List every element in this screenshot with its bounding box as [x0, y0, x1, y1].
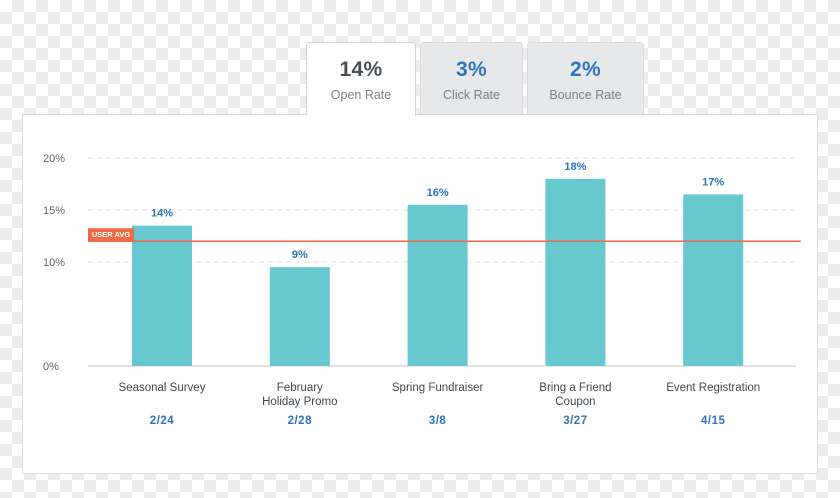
user-avg-label: USER AVG [92, 230, 131, 239]
x-category-label: Spring Fundraiser [392, 382, 484, 394]
x-date-label: 3/27 [563, 415, 587, 427]
bar-data-label: 14% [151, 208, 173, 220]
bar-data-label: 16% [427, 187, 449, 199]
x-category-label: February [277, 382, 323, 394]
click-rate-value: 3% [456, 58, 487, 81]
open-rate-value: 14% [339, 58, 383, 81]
bar [132, 225, 192, 366]
bar [545, 178, 606, 366]
bar-data-label: 9% [292, 249, 308, 261]
bounce-rate-label: Bounce Rate [549, 88, 622, 102]
bar [683, 194, 744, 366]
x-date-label: 4/15 [701, 415, 725, 427]
x-date-label: 2/28 [288, 415, 312, 427]
x-category-label: Coupon [555, 396, 595, 408]
x-category-label: Event Registration [666, 382, 760, 394]
x-category-label: Seasonal Survey [119, 382, 206, 394]
x-category-label: Holiday Promo [262, 396, 337, 408]
bounce-rate-value: 2% [570, 58, 601, 81]
bar-data-label: 18% [564, 161, 586, 173]
y-tick-label: 15% [43, 205, 65, 217]
tab-open-rate[interactable]: 14% Open Rate [306, 42, 416, 116]
x-date-label: 2/24 [150, 415, 174, 427]
click-rate-label: Click Rate [443, 88, 500, 102]
bar [269, 267, 330, 366]
x-category-label: Bring a Friend [539, 382, 611, 394]
x-date-label: 3/8 [429, 415, 447, 427]
user-avg-badge [88, 228, 134, 242]
y-tick-label: 10% [43, 257, 65, 269]
y-tick-label: 0% [43, 361, 59, 373]
bar [407, 204, 468, 366]
tab-bounce-rate[interactable]: 2% Bounce Rate [527, 42, 644, 114]
open-rate-label: Open Rate [330, 88, 392, 102]
y-tick-label: 20% [43, 153, 65, 165]
tab-click-rate[interactable]: 3% Click Rate [420, 42, 523, 114]
bar-data-label: 17% [702, 176, 724, 188]
